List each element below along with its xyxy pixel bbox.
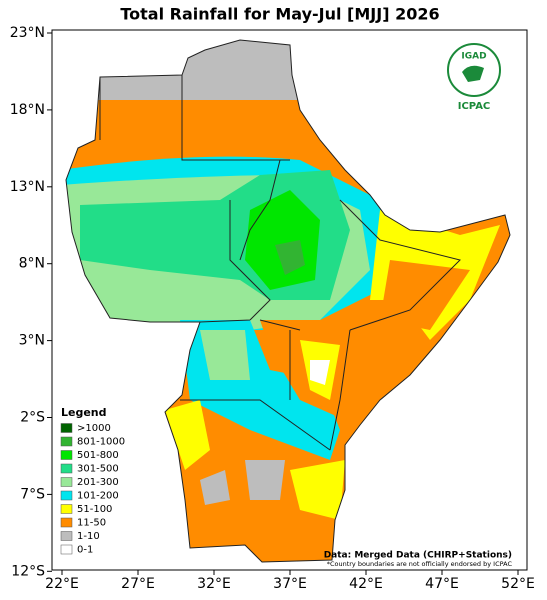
- legend-swatch: [60, 490, 73, 501]
- legend-label: 801-1000: [77, 437, 125, 448]
- legend-swatch: [60, 531, 73, 541]
- legend-label: 0-1: [77, 545, 93, 556]
- lat-label: 13°N: [10, 179, 45, 195]
- legend-label: 301-500: [77, 464, 119, 475]
- legend-swatch: [60, 504, 73, 514]
- legend-label: 1-10: [77, 531, 100, 542]
- logo-top: IGAD: [461, 52, 486, 62]
- lon-label: 37°E: [273, 576, 307, 592]
- lon-label: 42°E: [349, 576, 383, 592]
- source: Data: Merged Data (CHIRP+Stations): [324, 551, 512, 561]
- legend-label: >1000: [77, 423, 111, 434]
- legend-swatch: [60, 450, 73, 460]
- country-borders: [65, 39, 511, 563]
- legend-swatch: [60, 517, 73, 528]
- lon-label: 47°E: [425, 576, 459, 592]
- legend-label: 201-300: [77, 477, 119, 488]
- lat-label: 23°N: [10, 25, 45, 41]
- latitude-ticks: 23°N 18°N 13°N 8°N 3°N 2°S 7°S 12°S: [10, 25, 52, 579]
- legend-label: 501-800: [77, 450, 119, 461]
- lon-label: 27°E: [121, 576, 155, 592]
- lat-label: 12°S: [11, 563, 45, 579]
- title: Total Rainfall for May-Jul [MJJ] 2026: [120, 5, 439, 24]
- logo-bottom: ICPAC: [458, 101, 491, 112]
- legend-swatch: [60, 544, 73, 555]
- lat-label: 7°S: [20, 486, 45, 502]
- disclaimer: *Country boundaries are not officially e…: [327, 560, 513, 568]
- lat-label: 18°N: [10, 102, 45, 118]
- legend-title: Legend: [61, 406, 107, 419]
- lon-label: 22°E: [45, 576, 79, 592]
- lat-label: 8°N: [19, 256, 45, 272]
- lat-label: 3°N: [19, 333, 45, 349]
- logo: IGAD ICPAC: [447, 43, 501, 112]
- legend: Legend >1000 801-1000 501-800 301-500 201-30…: [60, 406, 125, 556]
- lat-label: 2°S: [20, 410, 45, 426]
- legend-swatch: [60, 423, 73, 433]
- legend-label: 11-50: [77, 518, 106, 529]
- legend-label: 101-200: [77, 491, 119, 502]
- lon-label: 32°E: [197, 576, 231, 592]
- legend-label: 51-100: [77, 504, 112, 515]
- longitude-ticks: 22°E 27°E 32°E 37°E 42°E 47°E 52°E: [45, 570, 535, 592]
- legend-swatch: [60, 463, 73, 474]
- legend-swatch: [60, 436, 73, 447]
- legend-swatch: [60, 477, 73, 487]
- lon-label: 52°E: [501, 576, 535, 592]
